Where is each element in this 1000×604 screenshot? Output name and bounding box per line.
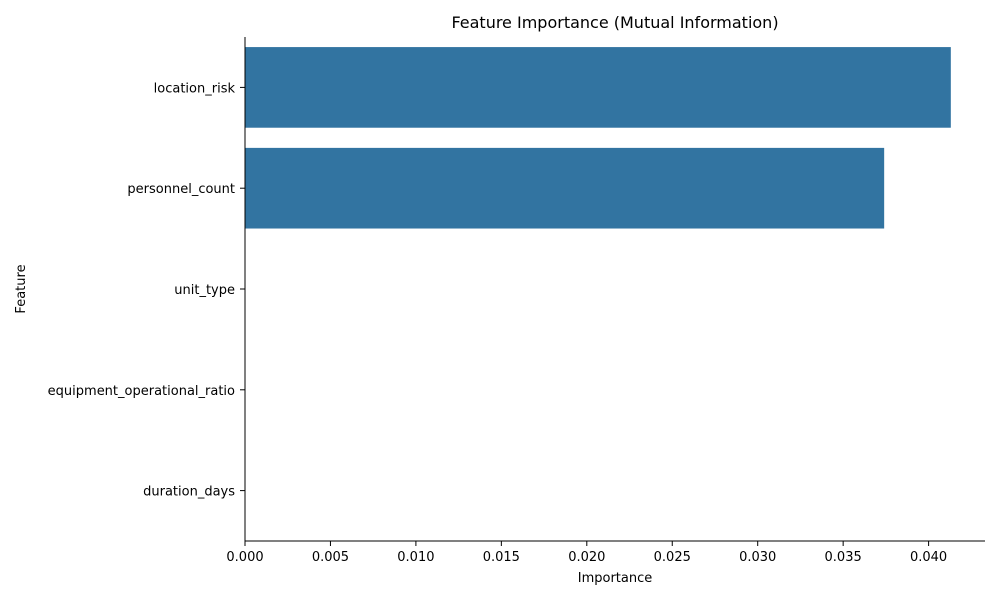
y-axis-label: Feature [14,264,29,313]
bar-personnel_count [245,147,885,229]
x-tick-label: 0.030 [739,550,776,565]
y-tick-label: unit_type [174,283,235,298]
y-tick-label: location_risk [154,81,236,96]
chart-title: Feature Importance (Mutual Information) [451,13,778,32]
x-tick-label: 0.015 [483,550,520,565]
x-tick-label: 0.005 [312,550,349,565]
x-tick-label: 0.035 [825,550,862,565]
x-ticks: 0.000 0.005 0.010 0.015 0.020 0.025 0.030 0.035… [226,541,947,565]
y-ticks: location_risk personnel_count unit_typeequ… [48,81,245,500]
x-axis-label: Importance [578,571,653,586]
x-tick-label: 0.000 [226,550,263,565]
x-tick-label: 0.020 [568,550,605,565]
x-tick-label: 0.010 [397,550,434,565]
y-tick-label: duration_days [143,485,235,500]
y-tick-label: personnel_count [127,182,235,197]
y-tick-label: equipment_operational_ratio [48,384,235,399]
x-tick-label: 0.025 [654,550,691,565]
bars-layer [245,47,951,229]
bar-location_risk [245,47,951,128]
x-tick-label: 0.040 [910,550,947,565]
